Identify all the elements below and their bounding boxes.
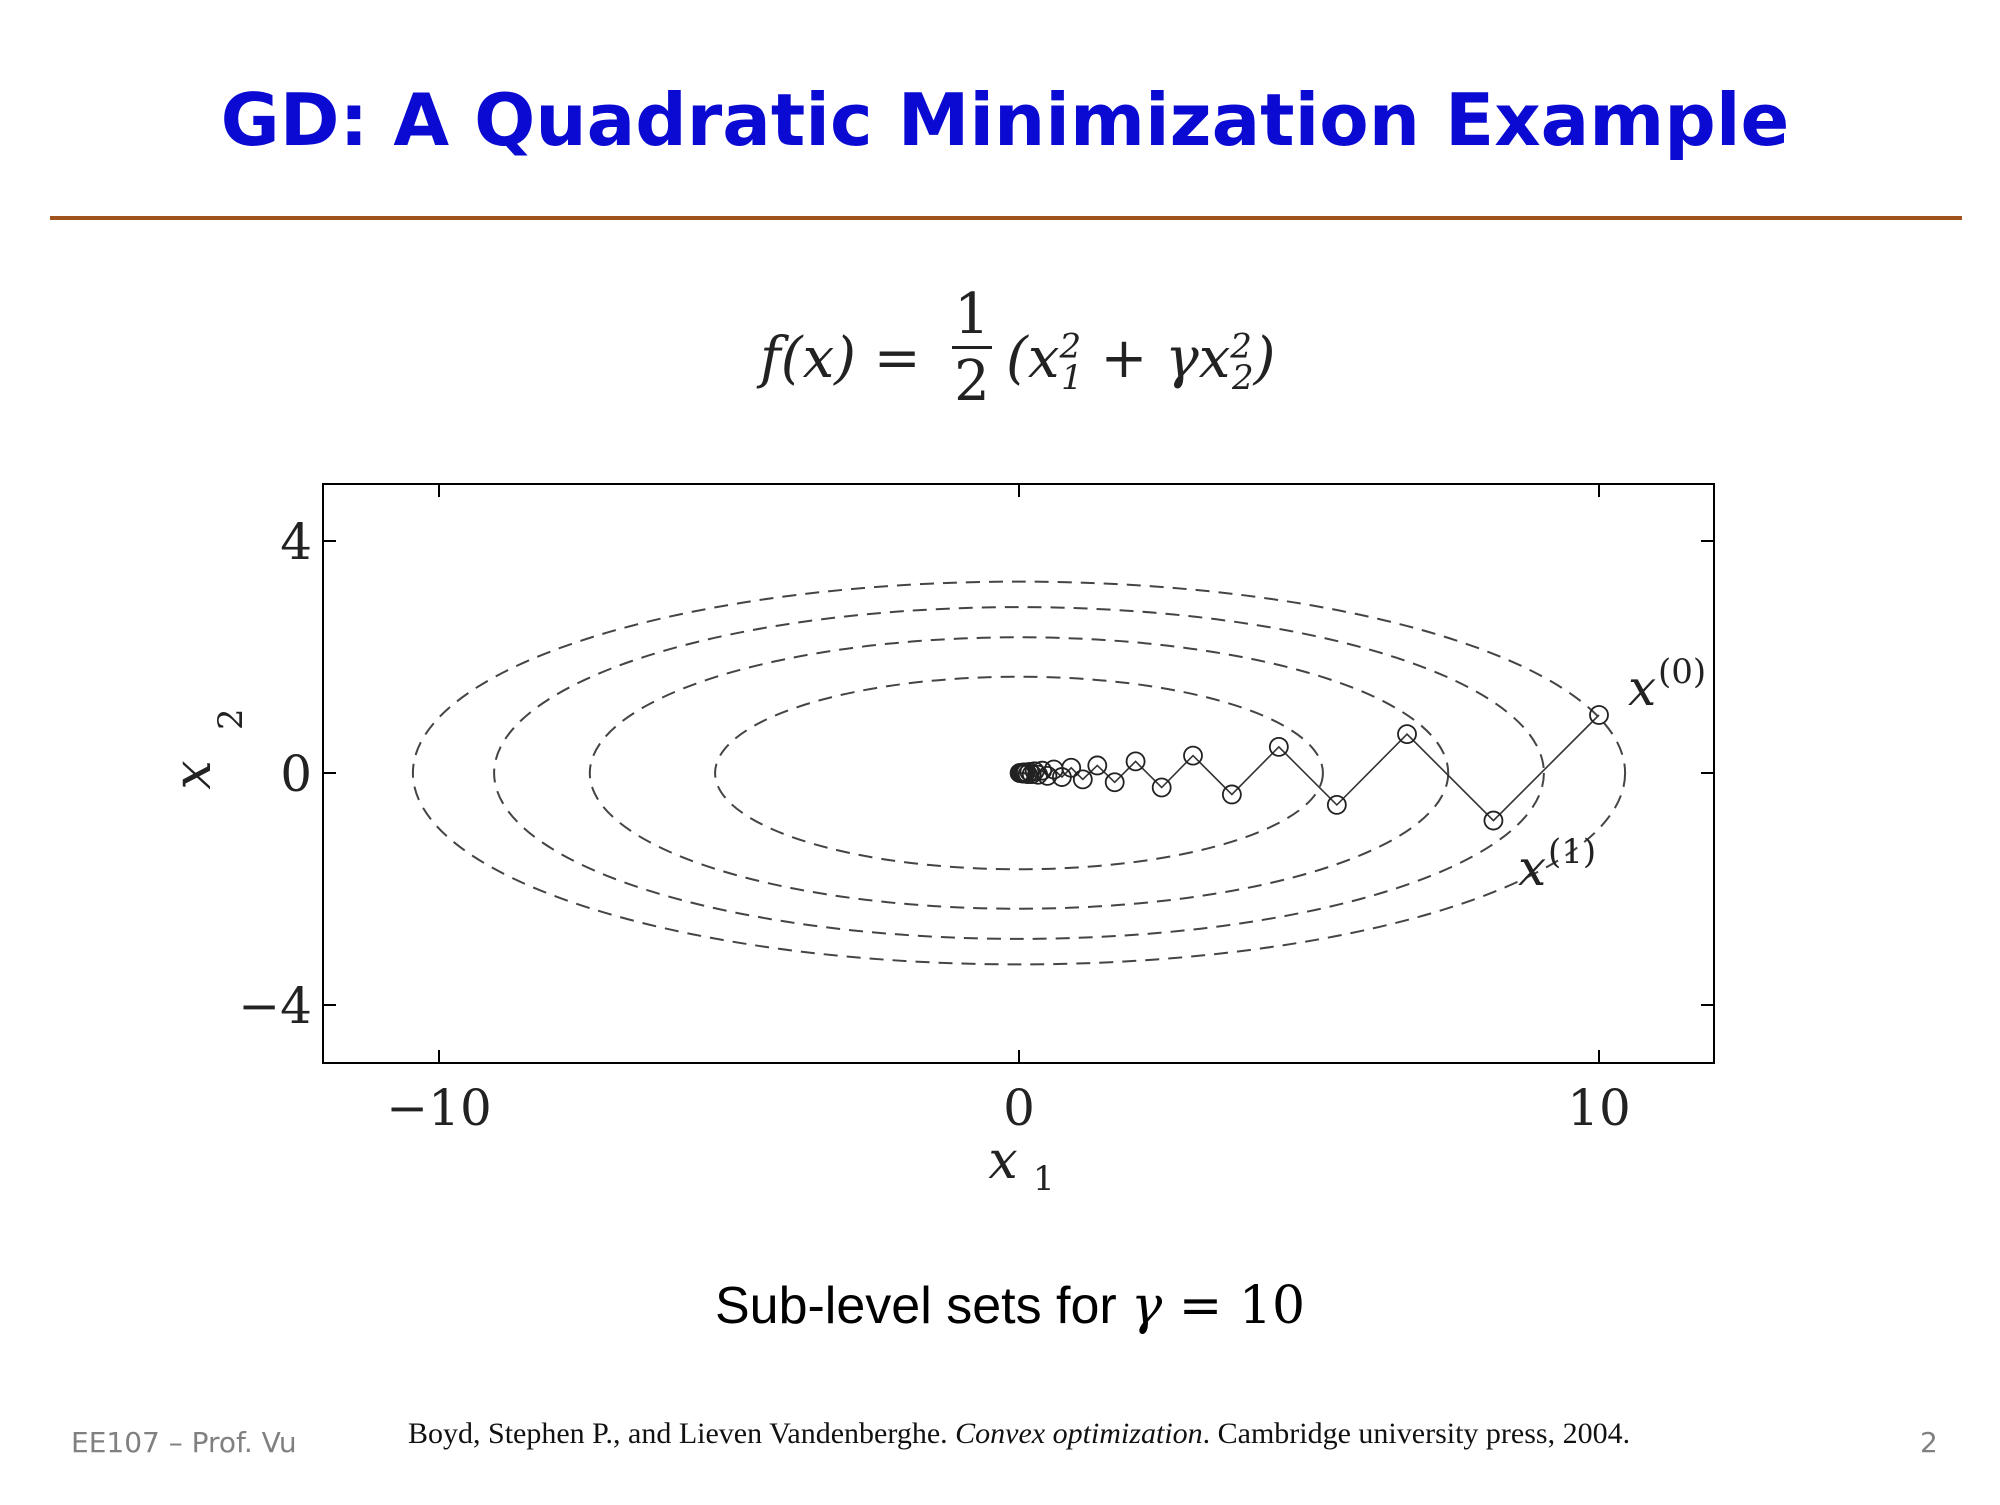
slide-title: GD: A Quadratic Minimization Example [220, 78, 1790, 162]
x-tick-label: 10 [1567, 1079, 1631, 1137]
y-tick-label: 0 [280, 745, 312, 803]
footer-course: EE107 – Prof. Vu [71, 1426, 297, 1459]
tick-group: −10 0 10 −4 0 4 [238, 484, 1714, 1137]
iterate-point [1589, 705, 1609, 725]
iterate-point [1151, 777, 1172, 798]
formula-denominator: 2 [954, 349, 990, 414]
formula-sub1: 1 [1061, 358, 1083, 399]
sublevel-contour-3 [493, 606, 1545, 940]
reference-authors: Boyd, Stephen P., and Lieven Vandenbergh… [408, 1417, 956, 1450]
iterate-annotation-sup-1: (1) [1548, 832, 1596, 872]
sublevel-contour-1 [714, 675, 1324, 871]
title-divider [50, 216, 1962, 220]
y-tick-label: −4 [238, 977, 312, 1035]
reference-rest: . Cambridge university press, 2004. [1202, 1417, 1631, 1450]
x-axis-label-sub: 1 [1033, 1159, 1055, 1199]
iterate-annotation-1: x [1518, 839, 1546, 897]
iterate-point [1087, 755, 1108, 776]
iterate-point [1397, 724, 1417, 745]
caption-gamma: γ [1131, 1276, 1163, 1336]
formula-fraction: 1 2 [948, 286, 996, 413]
contour-group [411, 580, 1627, 966]
caption-value: = 10 [1162, 1276, 1306, 1336]
iterate-point [1483, 810, 1504, 831]
iterate-point [1268, 737, 1289, 757]
sublevel-contour-4 [411, 580, 1627, 966]
formula-open: (x [1006, 326, 1060, 391]
x-tick-label: −10 [386, 1079, 492, 1137]
fraction-bar [952, 346, 992, 349]
y-axis-label-sub: 2 [211, 708, 251, 730]
formula-numerator: 1 [954, 282, 990, 347]
formula-close: ) [1253, 326, 1276, 391]
iterate-point [1326, 795, 1347, 815]
formula-sub2: 2 [1231, 358, 1254, 399]
formula-plus: + γx [1082, 326, 1231, 391]
iterate-path-group [1009, 705, 1609, 831]
reference-title: Convex optimization [955, 1417, 1203, 1450]
formula-sup2: 2 [1230, 326, 1252, 367]
formula-rhs: (x21 + γx22) [1006, 326, 1275, 398]
y-tick-label: 4 [280, 513, 312, 571]
formula-lhs: f(x) = [760, 326, 921, 391]
figure-caption: Sub-level sets for γ = 10 [0, 1276, 2000, 1336]
formula-sup1: 2 [1059, 326, 1082, 367]
footer-reference: Boyd, Stephen P., and Lieven Vandenbergh… [408, 1417, 1630, 1451]
x-tick-label: 0 [1003, 1079, 1035, 1137]
caption-prefix: Sub-level sets for [714, 1277, 1132, 1335]
iterate-point [1125, 751, 1146, 772]
sublevel-contour-2 [588, 636, 1450, 910]
iterate-point [1221, 784, 1242, 805]
iterate-point [1104, 772, 1125, 793]
iterate-annotation-0: x [1628, 659, 1656, 717]
x-axis-label: x [988, 1131, 1017, 1191]
iterate-point [1072, 769, 1093, 790]
formula-lhs-text: f(x) = [760, 326, 921, 391]
iterate-point [1009, 763, 1030, 783]
page-number: 2 [1920, 1426, 1938, 1459]
y-axis-label: x [163, 760, 223, 789]
iterate-point [1183, 745, 1203, 766]
objective-formula: f(x) = 1 2 (x21 + γx22) [760, 286, 1280, 426]
iterate-annotation-sup-0: (0) [1658, 652, 1706, 692]
